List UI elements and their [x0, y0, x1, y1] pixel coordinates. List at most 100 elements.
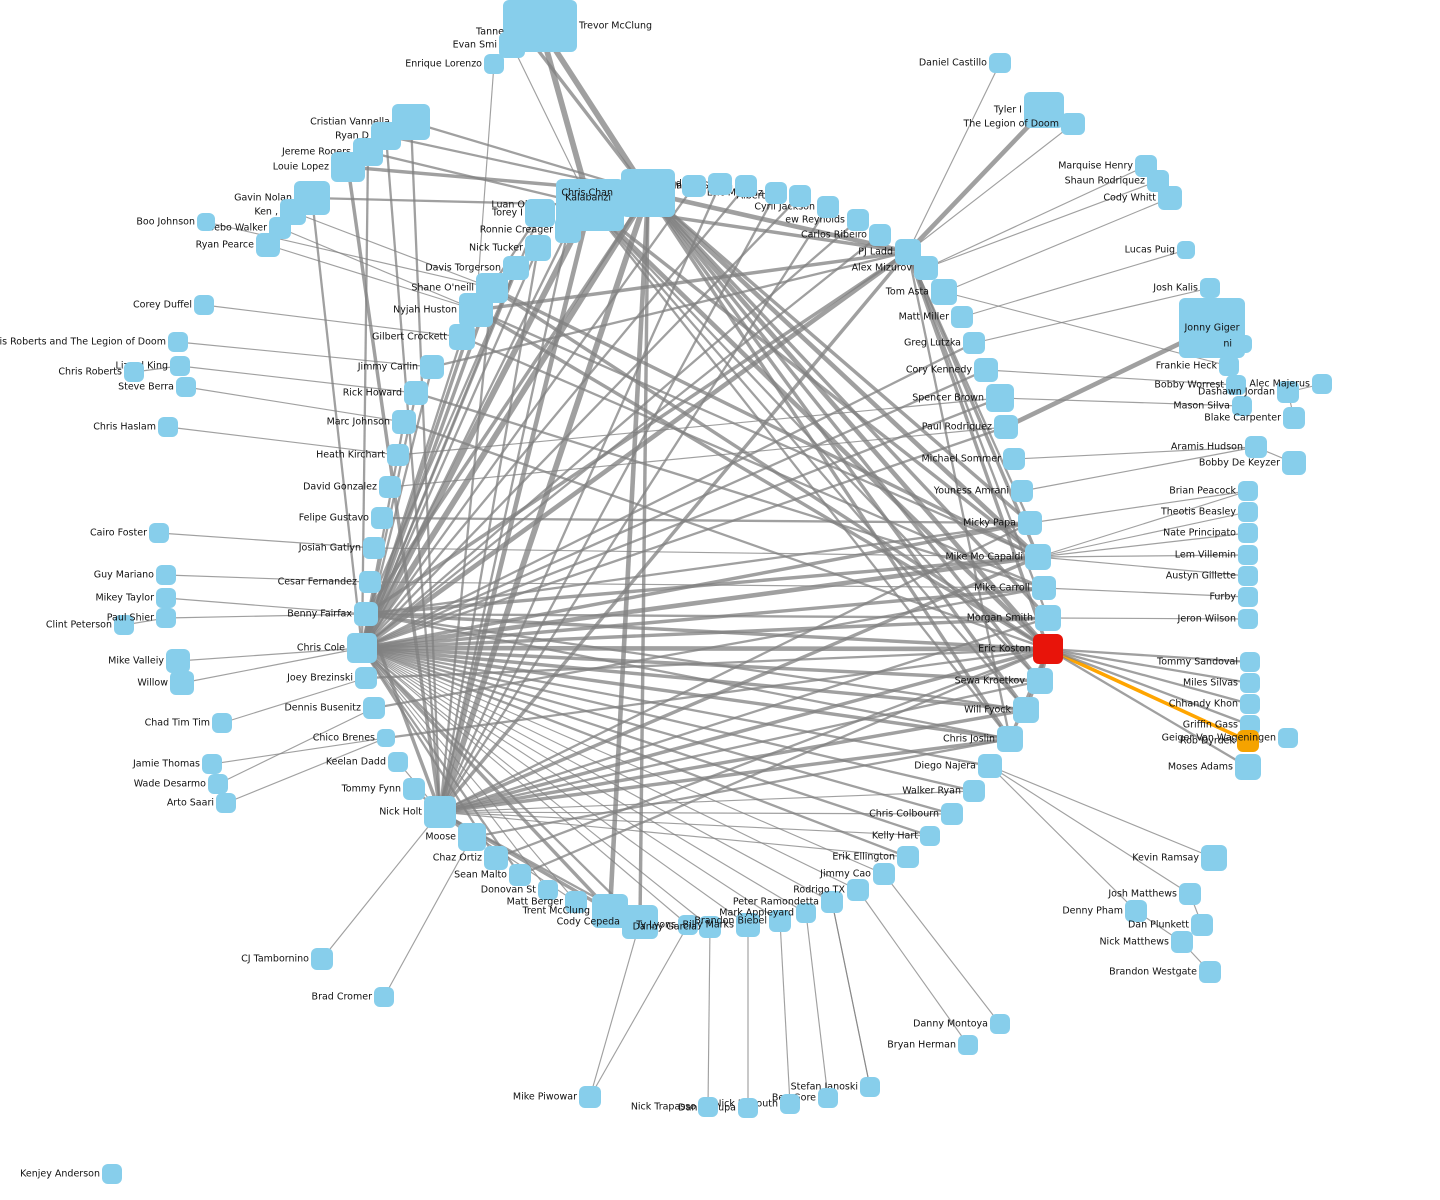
graph-node[interactable] [821, 891, 843, 913]
graph-node[interactable] [847, 879, 869, 901]
graph-node[interactable] [1240, 652, 1260, 672]
graph-node[interactable] [958, 1035, 978, 1055]
graph-node[interactable] [818, 1088, 838, 1108]
graph-node[interactable] [699, 916, 721, 938]
graph-node[interactable] [765, 182, 787, 204]
graph-node[interactable] [124, 362, 144, 382]
graph-node[interactable] [166, 649, 190, 673]
graph-node[interactable] [1125, 900, 1147, 922]
graph-node[interactable] [736, 913, 760, 937]
graph-node[interactable] [176, 377, 196, 397]
graph-node[interactable] [994, 415, 1018, 439]
graph-node[interactable] [895, 239, 921, 265]
graph-node[interactable] [1240, 694, 1260, 714]
graph-node[interactable] [256, 233, 280, 257]
graph-node[interactable] [1245, 436, 1267, 458]
graph-node[interactable] [1199, 961, 1221, 983]
graph-node[interactable] [156, 565, 176, 585]
graph-node[interactable] [170, 356, 190, 376]
graph-node[interactable] [1283, 407, 1305, 429]
graph-node[interactable] [1234, 335, 1252, 353]
graph-node[interactable] [1219, 356, 1239, 376]
graph-node[interactable] [1237, 730, 1259, 752]
graph-node[interactable] [216, 793, 236, 813]
graph-node[interactable] [149, 523, 169, 543]
graph-node[interactable] [1226, 375, 1246, 395]
graph-node[interactable] [579, 1086, 601, 1108]
graph-node[interactable] [374, 987, 394, 1007]
graph-node[interactable] [525, 235, 551, 261]
graph-node[interactable] [158, 417, 178, 437]
graph-node[interactable] [920, 826, 940, 846]
graph-node[interactable] [1282, 451, 1306, 475]
graph-node[interactable] [388, 752, 408, 772]
graph-node[interactable] [1035, 605, 1061, 631]
graph-node[interactable] [1232, 396, 1252, 416]
graph-node[interactable] [509, 864, 531, 886]
graph-node[interactable] [869, 224, 891, 246]
graph-node[interactable] [1238, 587, 1258, 607]
graph-node[interactable] [613, 183, 643, 213]
graph-node[interactable] [1179, 883, 1201, 905]
graph-node[interactable] [1011, 480, 1033, 502]
graph-node[interactable] [208, 774, 228, 794]
graph-node[interactable] [735, 175, 757, 197]
graph-node[interactable] [931, 279, 957, 305]
graph-node[interactable] [860, 1077, 880, 1097]
graph-node[interactable] [1238, 523, 1258, 543]
graph-node[interactable] [708, 173, 732, 195]
graph-node[interactable] [156, 608, 176, 628]
graph-node[interactable] [197, 213, 215, 231]
graph-node[interactable] [354, 602, 378, 626]
graph-node[interactable] [212, 713, 232, 733]
graph-node[interactable] [1003, 448, 1025, 470]
graph-node[interactable] [941, 803, 963, 825]
graph-node[interactable] [796, 903, 816, 923]
graph-node[interactable] [1158, 186, 1182, 210]
graph-node[interactable] [1171, 931, 1193, 953]
graph-node[interactable] [1235, 754, 1261, 780]
graph-node[interactable] [1312, 374, 1332, 394]
graph-node[interactable] [1191, 914, 1213, 936]
graph-node[interactable] [194, 295, 214, 315]
graph-node[interactable] [978, 754, 1002, 778]
graph-node[interactable] [1013, 697, 1039, 723]
graph-node[interactable] [1032, 576, 1056, 600]
graph-node[interactable] [484, 846, 508, 870]
graph-node[interactable] [379, 476, 401, 498]
graph-node[interactable] [102, 1164, 122, 1184]
graph-node[interactable] [202, 754, 222, 774]
graph-node[interactable] [1033, 634, 1063, 664]
graph-node[interactable] [114, 615, 134, 635]
graph-node[interactable] [990, 1014, 1010, 1034]
graph-node[interactable] [1238, 566, 1258, 586]
graph-node[interactable] [371, 507, 393, 529]
graph-node[interactable] [1201, 845, 1227, 871]
graph-node[interactable] [997, 726, 1023, 752]
graph-node[interactable] [1018, 511, 1042, 535]
graph-node[interactable] [555, 217, 581, 243]
graph-node[interactable] [403, 778, 425, 800]
graph-node[interactable] [873, 863, 895, 885]
graph-node[interactable] [951, 306, 973, 328]
graph-node[interactable] [331, 152, 365, 182]
graph-node[interactable] [1278, 728, 1298, 748]
graph-node[interactable] [817, 196, 839, 218]
graph-node[interactable] [698, 1097, 718, 1117]
graph-node[interactable] [1200, 278, 1220, 298]
graph-node[interactable] [538, 880, 558, 900]
graph-node[interactable] [1277, 381, 1299, 403]
graph-node[interactable] [989, 53, 1011, 73]
graph-node[interactable] [392, 410, 416, 434]
graph-node[interactable] [1024, 92, 1064, 128]
graph-node[interactable] [1240, 673, 1260, 693]
graph-node[interactable] [377, 729, 395, 747]
graph-node[interactable] [847, 209, 869, 231]
graph-node[interactable] [484, 54, 504, 74]
graph-node[interactable] [156, 588, 176, 608]
graph-node[interactable] [499, 32, 525, 58]
graph-node[interactable] [347, 633, 377, 663]
graph-node[interactable] [311, 948, 333, 970]
graph-node[interactable] [622, 905, 658, 939]
